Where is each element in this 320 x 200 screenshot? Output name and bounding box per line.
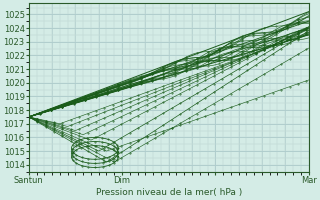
X-axis label: Pression niveau de la mer( hPa ): Pression niveau de la mer( hPa ) xyxy=(96,188,242,197)
